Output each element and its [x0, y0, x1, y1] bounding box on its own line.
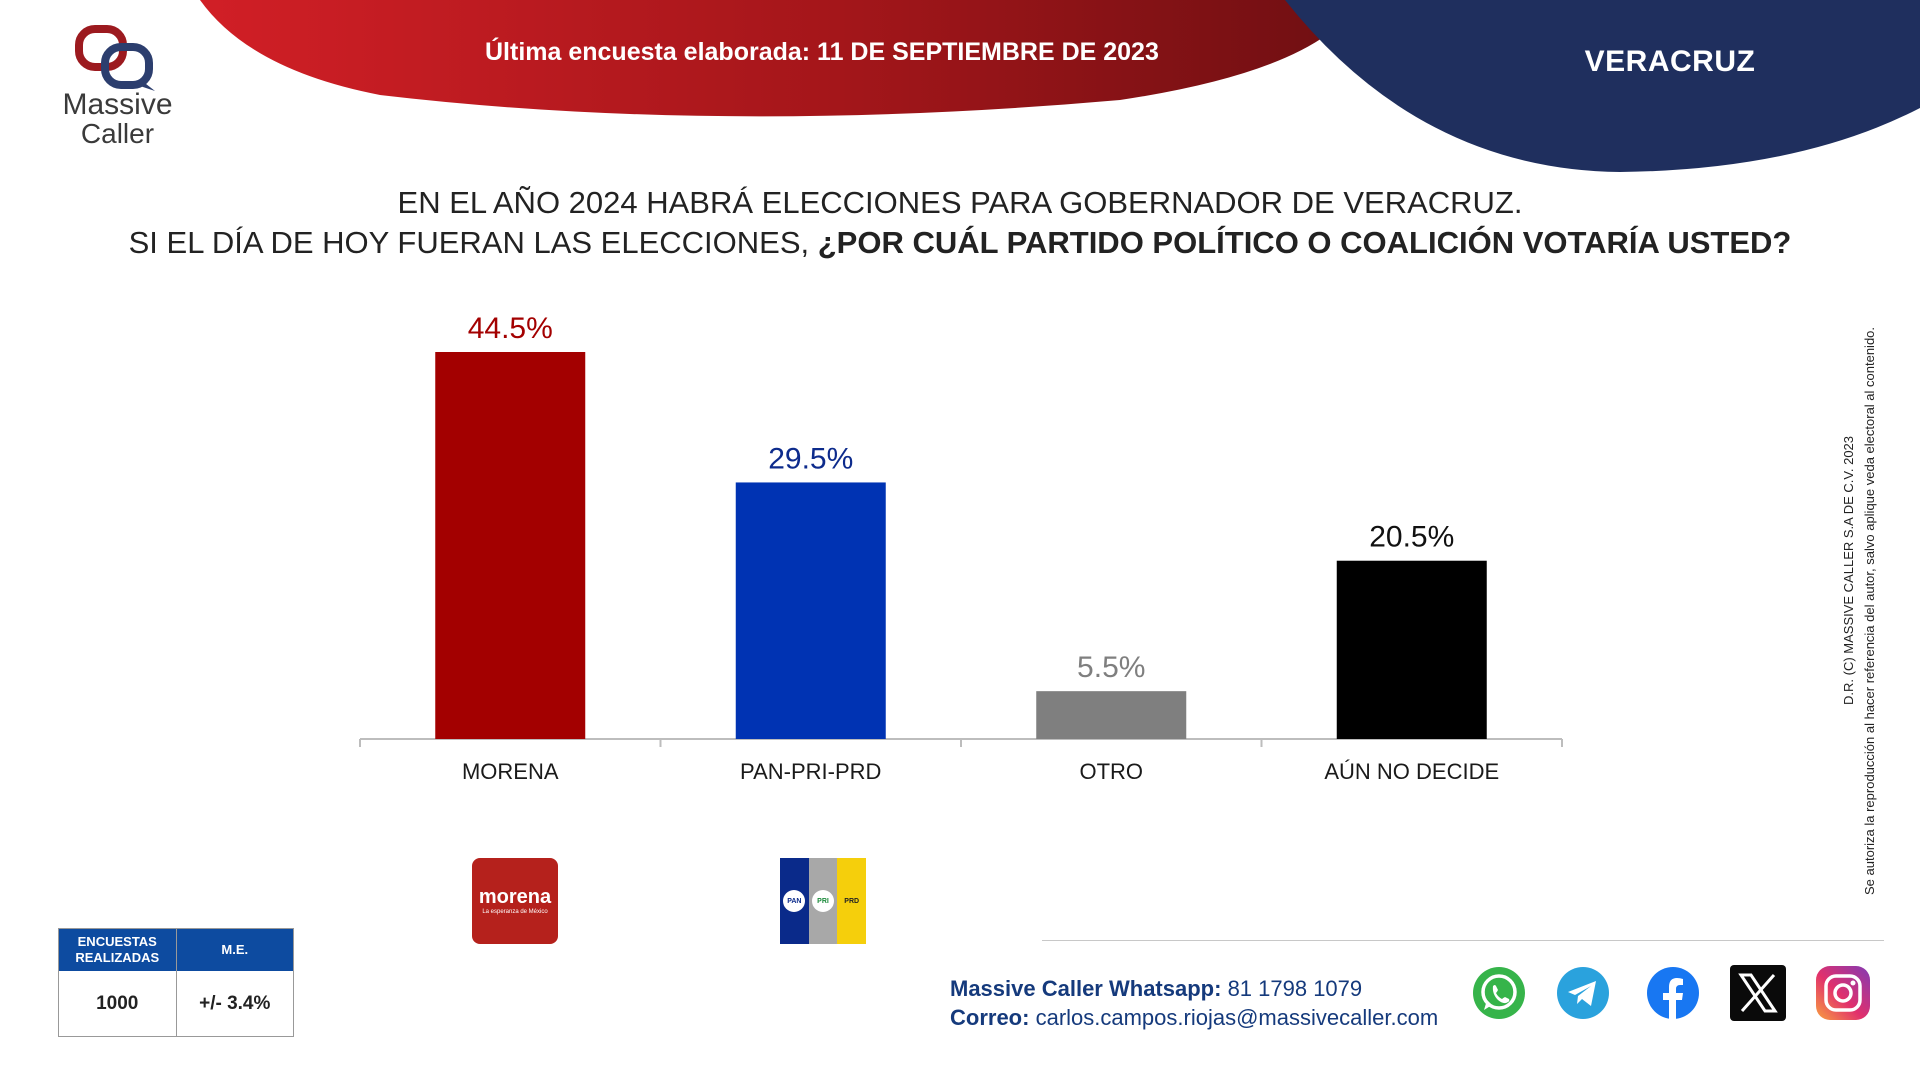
- whatsapp-label: Massive Caller Whatsapp:: [950, 976, 1222, 1001]
- pan-pri-prd-logo: PAN PRI PRD: [780, 858, 867, 944]
- stats-header-margin: M.E.: [175, 929, 294, 971]
- morena-logo-name: morena: [478, 886, 552, 908]
- instagram-icon[interactable]: [1812, 962, 1874, 1024]
- bar-value-label: 20.5%: [1369, 521, 1454, 554]
- stats-value-surveys: 1000: [96, 993, 139, 1014]
- question-line-1: EN EL AÑO 2024 HABRÁ ELECCIONES PARA GOB…: [397, 185, 1523, 220]
- pri-logo-segment: PRI: [808, 858, 838, 944]
- massive-caller-logo: Massive Caller: [50, 20, 185, 150]
- contact-info: Massive Caller Whatsapp: 81 1798 1079 Co…: [950, 974, 1450, 1032]
- header-background: [200, 0, 1920, 172]
- morena-logo: morena La esperanza de México: [472, 858, 558, 944]
- whatsapp-contact: Massive Caller Whatsapp: 81 1798 1079: [950, 974, 1450, 1003]
- footer-divider: [1042, 940, 1884, 941]
- survey-question: EN EL AÑO 2024 HABRÁ ELECCIONES PARA GOB…: [0, 183, 1920, 263]
- bar-value-label: 29.5%: [768, 442, 853, 475]
- vote-intention-bar-chart: 44.5% MORENA 29.5% PAN-PRI-PRD 5.5% OTRO 20.5%…: [359, 312, 1563, 784]
- category-label: PAN-PRI-PRD: [740, 759, 881, 784]
- copyright-notice: D.R. (C) MASSIVE CALLER S.A DE C.V. 2023…: [1838, 195, 1880, 895]
- logo-text-massive: Massive: [62, 88, 173, 121]
- survey-stats-table: ENCUESTAS REALIZADAS M.E. 1000 +/- 3.4%: [58, 928, 294, 1037]
- bar-value-label: 5.5%: [1077, 651, 1145, 684]
- email-label: Correo:: [950, 1005, 1030, 1030]
- logo-text-caller: Caller: [80, 118, 155, 149]
- question-line-2: SI EL DÍA DE HOY FUERAN LAS ELECCIONES, …: [0, 223, 1920, 263]
- question-line-2-plain: SI EL DÍA DE HOY FUERAN LAS ELECCIONES,: [128, 225, 818, 260]
- category-label: AÚN NO DECIDE: [1324, 759, 1499, 784]
- stats-header-surveys: ENCUESTAS REALIZADAS: [75, 934, 160, 965]
- category-label: OTRO: [1079, 759, 1143, 784]
- email-contact: Correo: carlos.campos.riojas@massivecall…: [950, 1003, 1450, 1032]
- x-icon[interactable]: [1727, 962, 1789, 1024]
- header-red-arc: [200, 0, 1360, 117]
- morena-logo-tagline: La esperanza de México: [482, 909, 548, 915]
- header-navy-arc: [1285, 0, 1920, 172]
- pan-logo-segment: PAN: [780, 858, 809, 944]
- state-name: VERACRUZ: [1584, 45, 1756, 78]
- whatsapp-icon[interactable]: [1468, 962, 1530, 1024]
- whatsapp-number[interactable]: 81 1798 1079: [1227, 976, 1363, 1001]
- facebook-icon[interactable]: [1642, 962, 1704, 1024]
- bar-value-label: 44.5%: [468, 312, 553, 345]
- prd-logo-segment: PRD: [837, 858, 867, 944]
- prd-logo-text: PRD: [844, 897, 860, 905]
- telegram-icon[interactable]: [1552, 962, 1614, 1024]
- pri-logo-text: PRI: [812, 890, 834, 912]
- pan-logo-text: PAN: [783, 890, 806, 912]
- copyright-line-1: D.R. (C) MASSIVE CALLER S.A DE C.V. 2023: [1841, 435, 1856, 705]
- question-line-2-bold: ¿POR CUÁL PARTIDO POLÍTICO O COALICIÓN V…: [817, 225, 1792, 260]
- bar-otro: [1036, 691, 1187, 739]
- speech-bubble-logo-icon: [75, 25, 155, 91]
- survey-date: Última encuesta elaborada: 11 DE SEPTIEM…: [485, 38, 1159, 66]
- stats-value-margin: +/- 3.4%: [175, 971, 294, 1037]
- bar-morena: [435, 352, 586, 739]
- bar-a-n-no-decide: [1336, 560, 1487, 739]
- category-label: MORENA: [462, 759, 559, 784]
- copyright-line-2: Se autoriza la reproducción al hacer ref…: [1862, 326, 1877, 895]
- bar-pan-pri-prd: [735, 482, 886, 739]
- email-address[interactable]: carlos.campos.riojas@massivecaller.com: [1035, 1005, 1439, 1030]
